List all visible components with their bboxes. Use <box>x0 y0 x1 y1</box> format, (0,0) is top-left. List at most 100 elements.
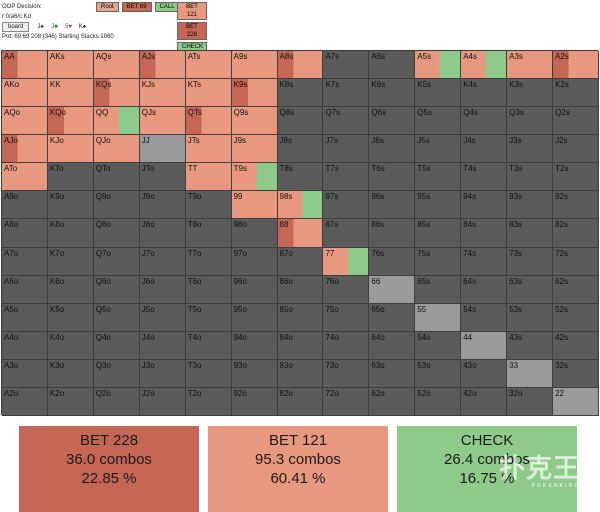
hand-cell[interactable]: T6o <box>185 275 232 304</box>
hand-cell[interactable]: AA <box>2 51 48 80</box>
hand-cell[interactable]: QTo <box>93 163 140 192</box>
hand-cell[interactable]: T4o <box>185 331 232 360</box>
hand-cell[interactable]: 32o <box>507 387 554 416</box>
hand-cell[interactable]: A5s <box>415 51 462 80</box>
hand-cell[interactable]: K7o <box>47 247 94 276</box>
hand-cell[interactable]: T8s <box>277 163 324 192</box>
hand-cell[interactable]: 76s <box>369 247 416 276</box>
nav-button[interactable]: BET 69 <box>121 2 152 12</box>
hand-cell[interactable]: KJo <box>47 135 94 164</box>
hand-cell[interactable]: 52s <box>553 303 599 332</box>
hand-cell[interactable]: 43s <box>507 331 554 360</box>
hand-cell[interactable]: J9s <box>231 135 278 164</box>
hand-cell[interactable]: 62o <box>369 387 416 416</box>
hand-cell[interactable]: J8o <box>139 219 186 248</box>
hand-cell[interactable]: Q7o <box>93 247 140 276</box>
hand-cell[interactable]: KTs <box>185 79 232 108</box>
hand-cell[interactable]: T9s <box>231 163 278 192</box>
hand-cell[interactable]: A6s <box>369 51 416 80</box>
nav-button[interactable]: CALL <box>154 2 180 12</box>
hand-cell[interactable]: ATs <box>185 51 232 80</box>
hand-cell[interactable]: AQs <box>93 51 140 80</box>
hand-cell[interactable]: 84o <box>277 331 324 360</box>
hand-cell[interactable]: 33 <box>507 359 554 388</box>
hand-cell[interactable]: 73s <box>507 247 554 276</box>
hand-cell[interactable]: K5o <box>47 303 94 332</box>
hand-cell[interactable]: 95s <box>415 191 462 220</box>
hand-cell[interactable]: K4s <box>461 79 508 108</box>
hand-cell[interactable]: T5o <box>185 303 232 332</box>
hand-cell[interactable]: T6s <box>369 163 416 192</box>
hand-cell[interactable]: QJo <box>93 135 140 164</box>
hand-cell[interactable]: T8o <box>185 219 232 248</box>
hand-cell[interactable]: Q6s <box>369 107 416 136</box>
hand-cell[interactable]: A2s <box>553 51 599 80</box>
hand-cell[interactable]: 83o <box>277 359 324 388</box>
hand-cell[interactable]: 96s <box>369 191 416 220</box>
nav-button[interactable]: Root <box>96 2 119 12</box>
hand-cell[interactable]: 86o <box>277 275 324 304</box>
hand-cell[interactable]: 83s <box>507 219 554 248</box>
hand-cell[interactable]: K9s <box>231 79 278 108</box>
hand-cell[interactable]: T4s <box>461 163 508 192</box>
hand-cell[interactable]: A3o <box>2 359 48 388</box>
hand-cell[interactable]: J3s <box>507 135 554 164</box>
hand-cell[interactable]: A8s <box>277 51 324 80</box>
hand-cell[interactable]: 64o <box>369 331 416 360</box>
hand-cell[interactable]: 52o <box>415 387 462 416</box>
hand-cell[interactable]: 54o <box>415 331 462 360</box>
hand-cell[interactable]: JTo <box>139 163 186 192</box>
hand-cell[interactable]: 97s <box>323 191 370 220</box>
hand-cell[interactable]: AKs <box>47 51 94 80</box>
hand-cell[interactable]: JJ <box>139 135 186 164</box>
hand-cell[interactable]: Q7s <box>323 107 370 136</box>
hand-cell[interactable]: T3s <box>507 163 554 192</box>
hand-cell[interactable]: 63o <box>369 359 416 388</box>
hand-cell[interactable]: 72s <box>553 247 599 276</box>
hand-cell[interactable]: 84s <box>461 219 508 248</box>
hand-cell[interactable]: T7o <box>185 247 232 276</box>
hand-cell[interactable]: J3o <box>139 359 186 388</box>
hand-cell[interactable]: 55 <box>415 303 462 332</box>
hand-cell[interactable]: A4s <box>461 51 508 80</box>
hand-cell[interactable]: 97o <box>231 247 278 276</box>
hand-cell[interactable]: QJs <box>139 107 186 136</box>
hand-cell[interactable]: 92s <box>553 191 599 220</box>
hand-cell[interactable]: J2o <box>139 387 186 416</box>
action-summary-panel[interactable]: BET 228 36.0 combos 22.85 % <box>19 426 199 512</box>
hand-cell[interactable]: J8s <box>277 135 324 164</box>
hand-cell[interactable]: T5s <box>415 163 462 192</box>
hand-cell[interactable]: K3o <box>47 359 94 388</box>
hand-cell[interactable]: 82o <box>277 387 324 416</box>
hand-cell[interactable]: Q2o <box>93 387 140 416</box>
hand-cell[interactable]: 95o <box>231 303 278 332</box>
hand-cell[interactable]: KQo <box>47 107 94 136</box>
hand-cell[interactable]: 77 <box>323 247 370 276</box>
hand-cell[interactable]: A7o <box>2 247 48 276</box>
hand-cell[interactable]: Q9o <box>93 191 140 220</box>
hand-cell[interactable]: KTo <box>47 163 94 192</box>
hand-cell[interactable]: K9o <box>47 191 94 220</box>
hand-cell[interactable]: 86s <box>369 219 416 248</box>
hand-cell[interactable]: 53s <box>507 303 554 332</box>
hand-cell[interactable]: AJs <box>139 51 186 80</box>
hand-cell[interactable]: 76o <box>323 275 370 304</box>
action-summary-panel[interactable]: CHECK 26.4 combos 16.75 % <box>397 426 577 512</box>
hand-cell[interactable]: 82s <box>553 219 599 248</box>
hand-cell[interactable]: ATo <box>2 163 48 192</box>
hand-cell[interactable]: Q4o <box>93 331 140 360</box>
hand-cell[interactable]: 72o <box>323 387 370 416</box>
hand-cell[interactable]: 65o <box>369 303 416 332</box>
hand-cell[interactable]: T9o <box>185 191 232 220</box>
hand-cell[interactable]: Q4s <box>461 107 508 136</box>
hand-cell[interactable]: 53o <box>415 359 462 388</box>
hand-cell[interactable]: 75s <box>415 247 462 276</box>
hand-cell[interactable]: K5s <box>415 79 462 108</box>
hand-cell[interactable]: 75o <box>323 303 370 332</box>
hand-cell[interactable]: 85s <box>415 219 462 248</box>
hand-cell[interactable]: J4o <box>139 331 186 360</box>
hand-cell[interactable]: A5o <box>2 303 48 332</box>
hand-cell[interactable]: AJo <box>2 135 48 164</box>
hand-cell[interactable]: J6s <box>369 135 416 164</box>
hand-cell[interactable]: QTs <box>185 107 232 136</box>
